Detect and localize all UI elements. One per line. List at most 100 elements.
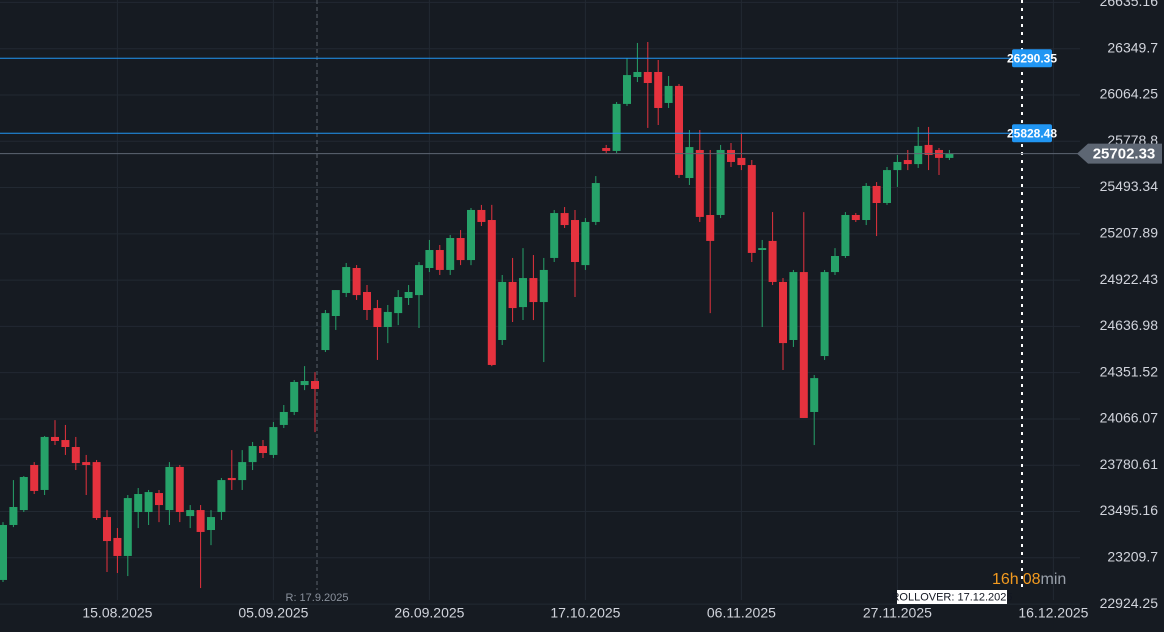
candle-body <box>300 381 309 386</box>
candle-body <box>737 157 746 166</box>
candle-body <box>831 256 839 273</box>
candle-body <box>872 185 881 203</box>
y-tick-label: 26349.7 <box>1107 39 1158 55</box>
candle-body <box>425 250 434 269</box>
level-label: 25828.48 <box>1007 126 1057 140</box>
candle-body <box>529 278 538 303</box>
candle-body <box>612 103 621 151</box>
candle-body <box>383 311 392 328</box>
candle-body <box>363 292 371 310</box>
y-tick-label: 25493.34 <box>1100 178 1159 194</box>
candle-body <box>446 238 455 270</box>
candle-body <box>165 466 174 511</box>
rollover-box <box>897 590 1007 604</box>
candle-body <box>487 220 496 365</box>
candle-body <box>581 221 590 266</box>
candle-body <box>591 183 600 222</box>
candle-body <box>82 462 91 465</box>
candle-body <box>664 85 673 103</box>
candle-body <box>716 149 725 215</box>
y-tick-label: 24922.43 <box>1100 271 1159 287</box>
y-tick-label: 25207.89 <box>1100 225 1159 241</box>
y-tick-label: 26064.25 <box>1100 86 1159 102</box>
x-tick-label: 26.09.2025 <box>394 605 464 621</box>
candle-body <box>61 440 70 448</box>
candle-body <box>290 381 299 412</box>
candle-body <box>342 267 351 293</box>
candle-body <box>560 213 569 226</box>
candle-body <box>841 214 850 257</box>
candle-body <box>539 269 548 303</box>
candle-body <box>467 209 475 261</box>
last-price-label: 25702.33 <box>1093 146 1156 163</box>
candle-body <box>51 436 59 442</box>
candle-body <box>321 313 330 351</box>
roll-marker-label: R: 17.9.2025 <box>286 592 349 604</box>
candle-body <box>477 209 486 222</box>
candle-body <box>851 214 860 221</box>
candle-body <box>144 492 153 513</box>
candle-body <box>695 149 704 217</box>
x-tick-label: 15.08.2025 <box>82 605 152 621</box>
candle-body <box>196 510 205 532</box>
candle-body <box>747 165 756 253</box>
candle-body <box>92 462 101 519</box>
candle-body <box>19 476 28 511</box>
candle-body <box>727 149 735 162</box>
candle-body <box>0 524 7 580</box>
y-tick-label: 22924.25 <box>1100 595 1159 611</box>
candle-body <box>259 446 267 454</box>
candle-body <box>415 265 423 296</box>
countdown-unit: min <box>1041 571 1067 588</box>
candle-body <box>311 381 319 389</box>
candle-body <box>498 281 507 340</box>
candle-body <box>404 292 413 299</box>
candle-body <box>269 427 278 455</box>
candle-body <box>331 290 340 316</box>
last-price-box <box>1077 143 1162 164</box>
y-tick-label: 24636.98 <box>1100 317 1159 333</box>
candle-body <box>373 308 382 328</box>
candle-body <box>768 240 777 282</box>
candle-body <box>123 498 132 556</box>
candle-body <box>903 160 912 165</box>
candle-body <box>924 144 933 155</box>
candle-body <box>456 238 465 261</box>
candle-body <box>394 297 403 314</box>
candle-body <box>113 537 122 556</box>
candle-body <box>643 71 652 84</box>
candle-body <box>685 147 694 179</box>
countdown-minutes: 08 <box>1023 571 1041 588</box>
candle-body <box>779 281 787 344</box>
candle-body <box>633 71 642 78</box>
candle-body <box>9 506 18 525</box>
y-tick-label: 26635.16 <box>1100 0 1159 9</box>
candle-body <box>40 436 49 490</box>
x-tick-label: 05.09.2025 <box>238 605 308 621</box>
candle-body <box>914 145 923 165</box>
candle-body <box>519 278 527 308</box>
x-tick-label: 27.11.2025 <box>863 605 932 621</box>
candle-body <box>799 272 808 418</box>
candle-body <box>893 161 902 171</box>
candle-body <box>227 477 236 481</box>
countdown: 16h 08min <box>992 571 1066 588</box>
candle-body <box>508 281 517 309</box>
y-tick-label: 23209.7 <box>1107 548 1158 564</box>
candle-body <box>435 250 444 270</box>
candle-body <box>175 466 184 513</box>
candle-body <box>103 517 111 542</box>
candle-body <box>30 464 39 491</box>
candle-body <box>758 248 767 251</box>
candle-body <box>789 272 798 340</box>
rollover-label: ROLLOVER: 17.12.2025 <box>891 591 1012 603</box>
candle-body <box>186 510 195 517</box>
candle-body <box>207 517 215 531</box>
candle-body <box>134 494 143 513</box>
candle-body <box>238 462 247 481</box>
candle-body <box>945 153 954 158</box>
candle-body <box>550 213 559 258</box>
candle-body <box>602 148 611 151</box>
candle-body <box>248 446 257 463</box>
